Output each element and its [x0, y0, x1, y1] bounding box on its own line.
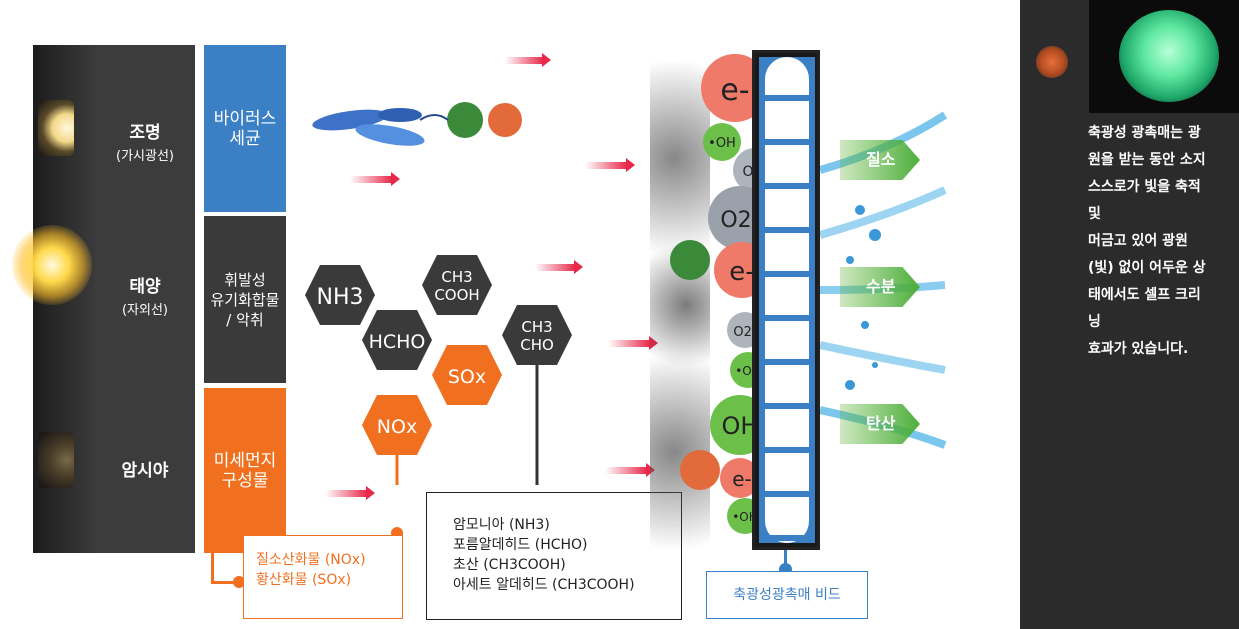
bead-pointer [784, 550, 787, 570]
flow-arrow [605, 463, 655, 477]
glow-beads-photo [1089, 0, 1239, 113]
legend-item: 포름알데히드 (HCHO) [453, 537, 588, 553]
hex-nox [362, 395, 432, 455]
legend-item: 아세트 알데히드 (CH3COOH) [453, 577, 635, 593]
hex-nh3-label: NH3 [317, 285, 364, 310]
hex-hcho-label: HCHO [369, 331, 426, 353]
sun-icon [12, 225, 92, 305]
description-text: 축광성 광촉매는 광 원을 받는 동안 소지 스스로가 빛을 축적 및 머금고 … [1088, 125, 1206, 357]
light-main: 암시야 [121, 461, 169, 481]
radical-e-3: e- [732, 467, 752, 491]
voc-legend: 암모니아 (NH3) 포름알데히드 (HCHO) 초산 (CH3COOH) 아세… [426, 492, 682, 620]
category-line: 유기화합물 [210, 290, 280, 309]
glow-beads-dish [1119, 10, 1219, 102]
hex-hcho [362, 310, 432, 370]
hex-ch3cooh-label-2: COOH [434, 286, 479, 304]
hex-nox-label: NOx [377, 416, 417, 438]
radical-e-2: e- [729, 257, 754, 287]
flow-arrow [585, 158, 635, 172]
light-main: 조명 [129, 123, 161, 143]
light-sub: (가시광선) [116, 149, 174, 164]
hex-ch3cooh [422, 255, 492, 315]
radical-o2-3: O2- [733, 325, 757, 340]
hex-ch3cho-label-2: CHO [520, 336, 554, 354]
radical-oh-3: •OH [732, 510, 758, 524]
legend-item: 질소산화물 (NOx) [256, 552, 366, 568]
nox-sox-legend: 질소산화물 (NOx) 황산화물 (SOx) [243, 535, 403, 619]
category-line: / 악취 [226, 310, 264, 329]
flow-arrow [608, 336, 658, 350]
category-line: 바이러스 [213, 108, 277, 129]
hex-ch3cooh-label-1: CH3 [441, 268, 472, 286]
orange-connector [211, 581, 241, 584]
category-line: 세균 [229, 128, 261, 149]
flow-arrow [505, 53, 551, 67]
category-virus: 바이러스 세균 [204, 45, 286, 212]
legend-item: 황산화물 (SOx) [256, 572, 352, 588]
bead-label-box: 축광성광촉매 비드 [706, 571, 868, 619]
hex-sox [432, 345, 502, 405]
category-voc: 휘발성 유기화합물 / 악취 [204, 216, 286, 383]
pollutant-hexagons: NH3 HCHO CH3 COOH CH3 CHO SOx NOx [305, 255, 572, 485]
microbes-illustration [312, 102, 522, 146]
orange-dot [233, 576, 245, 588]
light-label-lighting: 조명 (가시광선) [95, 118, 195, 164]
flow-arrow [350, 172, 400, 186]
output-label: 수분 [866, 277, 896, 296]
lamp-icon [38, 100, 74, 156]
output-carbon: 탄산 [840, 404, 920, 444]
bead-label: 축광성광촉매 비드 [733, 587, 841, 603]
light-main: 태양 [129, 277, 161, 297]
hex-sox-label: SOx [448, 366, 486, 388]
output-label: 탄산 [866, 414, 896, 433]
hex-ch3cho [502, 305, 572, 365]
hex-ch3cho-label-1: CH3 [521, 318, 552, 336]
light-label-sun: 태양 (자외선) [95, 272, 195, 318]
light-label-dark: 암시야 [95, 456, 195, 481]
output-nitrogen: 질소 [840, 140, 920, 180]
category-line: 구성물 [221, 470, 269, 491]
flow-arrow [325, 486, 375, 500]
legend-item: 암모니아 (NH3) [453, 517, 550, 533]
bead-column [752, 50, 820, 550]
orange-glow-icon [1036, 46, 1068, 78]
dark-lamp-icon [38, 432, 74, 488]
radical-e: e- [720, 73, 749, 108]
output-label: 질소 [866, 150, 896, 169]
flow-arrow [535, 260, 583, 274]
output-water: 수분 [840, 267, 920, 307]
bead-spheres [765, 57, 809, 543]
light-sub: (자외선) [121, 303, 169, 318]
legend-item: 초산 (CH3COOH) [453, 557, 566, 573]
category-line: 미세먼지 [213, 450, 277, 471]
hex-nh3 [305, 265, 375, 325]
orange-connector [211, 553, 214, 583]
category-dust: 미세먼지 구성물 [204, 388, 286, 553]
category-line: 휘발성 [224, 270, 266, 289]
radical-oh: •OH [708, 136, 736, 151]
